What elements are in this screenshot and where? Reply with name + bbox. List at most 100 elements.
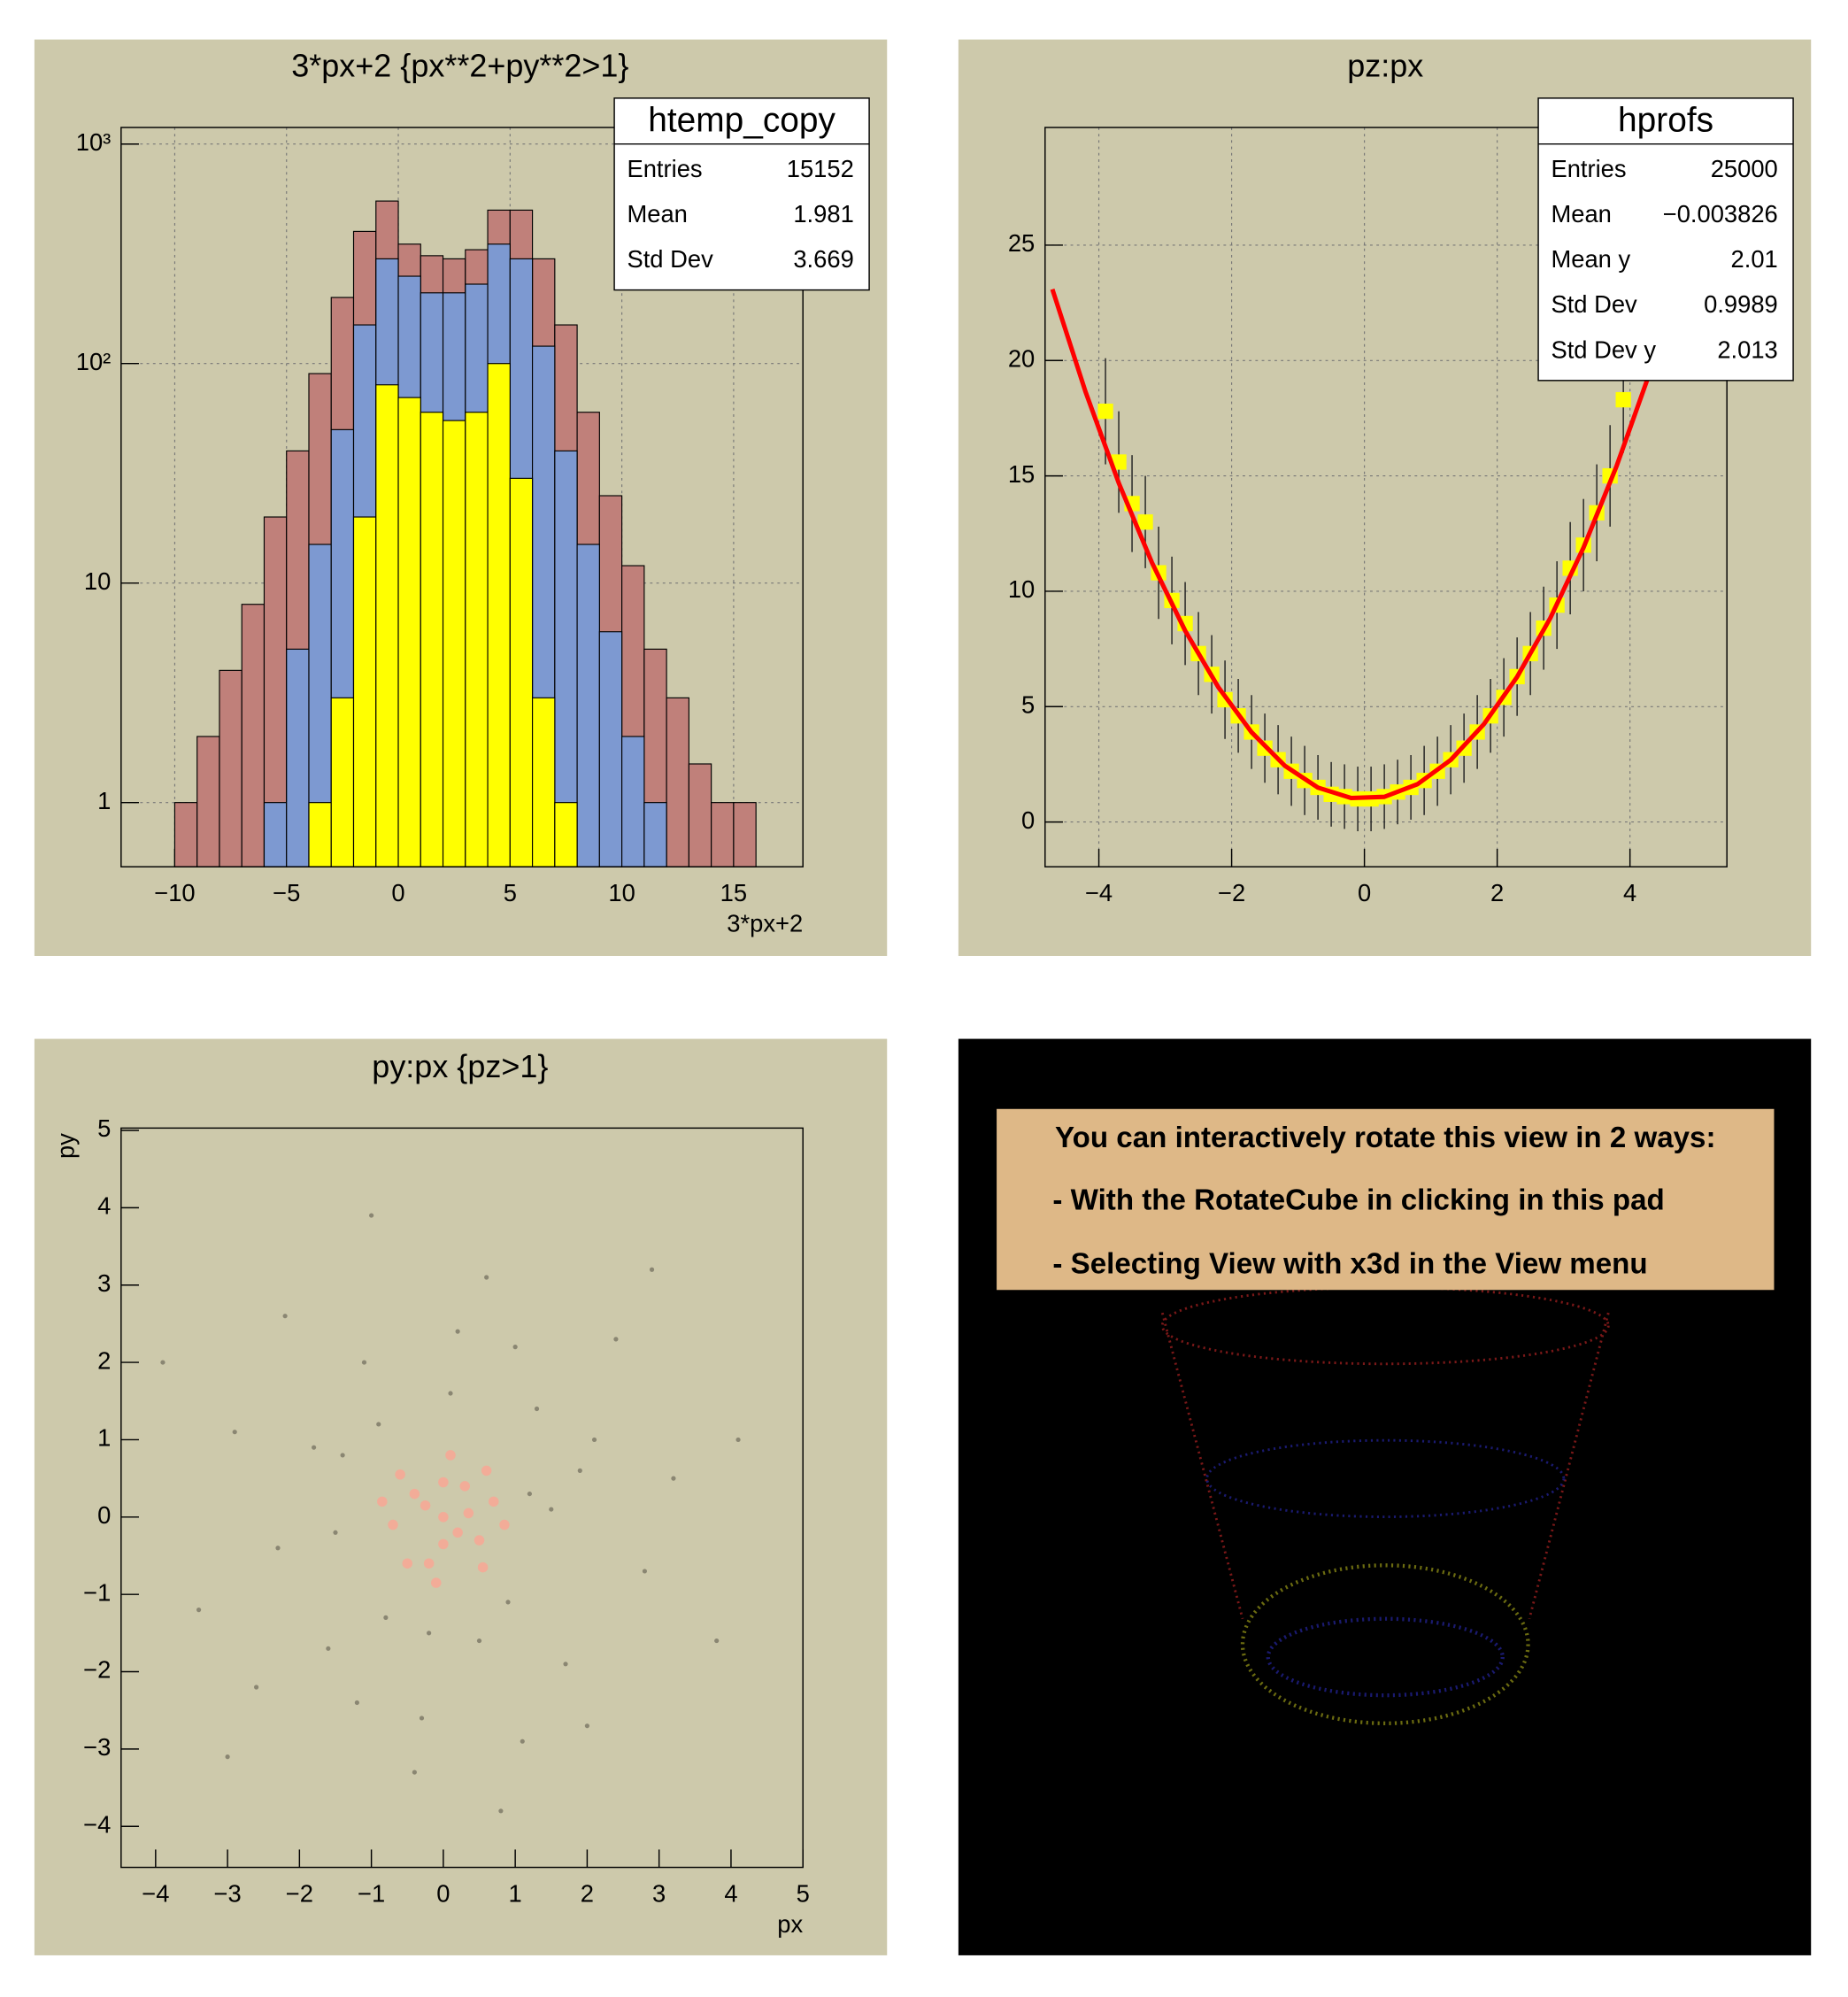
x-tick-label: 2	[581, 1879, 594, 1907]
y-tick-label: 10²	[76, 348, 112, 375]
scatter-point	[354, 1700, 359, 1706]
scatter-point	[376, 1422, 381, 1427]
stats-value: 2.01	[1731, 245, 1778, 273]
x-tick-label: −4	[142, 1879, 169, 1907]
histogram-bar	[554, 802, 578, 867]
scatter-point	[649, 1267, 655, 1272]
scatter-point	[452, 1527, 463, 1538]
scatter-point	[520, 1739, 525, 1744]
x-tick-label: 15	[720, 879, 747, 906]
y-tick-label: −2	[83, 1656, 111, 1684]
histogram-bar	[621, 736, 645, 867]
scatter-point	[423, 1558, 435, 1569]
chart-title: pz:px	[1347, 47, 1423, 83]
plot-frame	[120, 1127, 804, 1869]
profile-point	[1137, 514, 1153, 530]
scatter-point	[402, 1558, 413, 1569]
x-axis-title: 3*px+2	[727, 910, 803, 937]
y-tick-label: 25	[1008, 229, 1035, 257]
x-tick-label: −2	[1218, 879, 1245, 906]
scatter-point	[282, 1314, 288, 1319]
scatter-point	[584, 1723, 590, 1729]
y-tick-label: 2	[97, 1346, 111, 1374]
scatter-point	[463, 1507, 474, 1519]
y-tick-label: 10³	[76, 128, 112, 156]
y-tick-label: 0	[1021, 806, 1035, 834]
y-tick-label: 1	[97, 787, 111, 814]
scatter-point	[505, 1600, 511, 1605]
scatter-point	[481, 1465, 492, 1477]
histogram-bar	[173, 802, 198, 867]
stats-label: Entries	[1551, 155, 1626, 182]
y-tick-label: 5	[1021, 690, 1035, 718]
stats-label: Std Dev y	[1551, 335, 1656, 363]
stats-value: −0.003826	[1663, 200, 1778, 227]
histogram-bar	[219, 669, 243, 867]
histogram-bar	[487, 363, 511, 867]
scatter-point	[333, 1530, 338, 1535]
scatter-point	[419, 1716, 425, 1721]
scatter-point	[395, 1469, 405, 1480]
info-text: - With the RotateCube in clicking in thi…	[1052, 1184, 1664, 1217]
x-tick-label: 4	[724, 1879, 737, 1907]
y-tick-label: −1	[83, 1578, 111, 1606]
scatter-point	[409, 1488, 420, 1500]
scatter-point	[455, 1329, 460, 1334]
scatter-point	[420, 1500, 431, 1511]
scatter-point	[474, 1535, 485, 1546]
stats-value: 15152	[787, 155, 854, 182]
y-tick-label: 10	[1008, 575, 1035, 603]
scatter-point	[438, 1477, 449, 1488]
info-box	[997, 1108, 1775, 1291]
scatter-point	[498, 1808, 504, 1814]
scatter-point	[254, 1685, 259, 1690]
histogram-bar	[196, 736, 220, 867]
stats-value: 25000	[1711, 155, 1778, 182]
stats-title: hprofs	[1618, 102, 1713, 140]
y-tick-label: −3	[83, 1733, 111, 1761]
scatter-point	[430, 1577, 442, 1588]
info-text: You can interactively rotate this view i…	[1055, 1122, 1715, 1154]
scatter-point	[489, 1496, 499, 1507]
scatter-point	[361, 1360, 367, 1365]
x-tick-label: 0	[436, 1879, 450, 1907]
scatter-point	[438, 1538, 449, 1550]
scatter-point	[512, 1345, 518, 1350]
histogram-bar	[733, 802, 757, 867]
scatter-point	[445, 1450, 456, 1461]
chart-title: 3*px+2 {px**2+py**2>1}	[291, 47, 628, 83]
plot-frame	[120, 127, 804, 867]
scatter-point	[232, 1430, 237, 1435]
histogram-bar	[308, 802, 332, 867]
histogram-bar	[666, 697, 689, 867]
scatter-point	[549, 1507, 554, 1512]
histogram-bar	[375, 384, 399, 867]
scatter-point	[714, 1638, 720, 1644]
y-tick-label: 15	[1008, 460, 1035, 488]
x-tick-label: −10	[154, 879, 195, 906]
stats-box	[613, 97, 870, 291]
x-tick-label: −5	[273, 879, 300, 906]
stats-box	[1537, 97, 1794, 382]
scatter-point	[369, 1213, 374, 1218]
x-tick-label: 0	[391, 879, 404, 906]
stats-label: Std Dev	[627, 245, 713, 273]
scatter-point	[340, 1453, 345, 1458]
scatter-point	[388, 1519, 398, 1531]
scatter-point	[412, 1770, 417, 1775]
x-axis-title: px	[777, 1910, 803, 1938]
scatter-point	[484, 1275, 489, 1280]
x-tick-label: −3	[213, 1879, 241, 1907]
stats-label: Entries	[627, 155, 702, 182]
histogram-bar	[397, 397, 421, 867]
y-tick-label: 10	[84, 567, 111, 595]
scatter-point	[671, 1476, 676, 1481]
x-tick-label: 5	[504, 879, 517, 906]
scatter-point	[377, 1496, 388, 1507]
scatter-point	[527, 1492, 532, 1497]
scatter-point	[196, 1608, 202, 1613]
scatter-point	[326, 1646, 331, 1651]
scatter-point	[427, 1631, 432, 1636]
y-tick-label: 4	[97, 1192, 111, 1220]
